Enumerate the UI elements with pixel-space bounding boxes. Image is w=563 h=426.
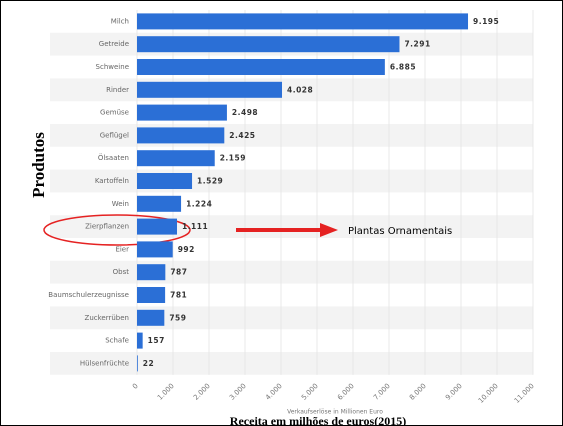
highlight-ellipse	[43, 214, 191, 246]
data-label: 2.425	[229, 131, 255, 140]
bar	[137, 264, 166, 281]
y-tick-label: Geflügel	[100, 131, 129, 139]
y-tick-label: Ölsaaten	[98, 153, 129, 162]
y-tick-label: Wein	[112, 200, 129, 208]
data-label: 4.028	[287, 85, 313, 94]
bar	[137, 309, 165, 326]
y-tick-label: Milch	[111, 17, 129, 25]
bar	[137, 173, 193, 189]
bar	[137, 13, 469, 30]
bar	[137, 81, 283, 98]
data-label: 1.111	[182, 222, 208, 231]
data-label: 2.159	[220, 154, 246, 163]
data-label: 1.224	[186, 199, 212, 208]
y-tick-label: Zuckerrüben	[85, 314, 129, 322]
data-label: 22	[143, 359, 154, 368]
data-label: 787	[170, 268, 187, 277]
y-tick-label: Hülsenfrüchte	[80, 359, 129, 367]
data-label: 1.529	[197, 177, 223, 186]
y-tick-label: Getreide	[99, 40, 129, 48]
row-stripe	[50, 306, 533, 330]
bar	[137, 127, 225, 144]
source-note: Verkaufserlöse in Millionen Euro	[287, 409, 383, 416]
bar	[137, 218, 177, 235]
y-tick-label: Rinder	[106, 86, 129, 94]
y-tick-label: Zierpflanzen	[85, 223, 129, 231]
data-label: 2.498	[232, 108, 258, 117]
y-tick-label: Obst	[113, 268, 130, 276]
data-label: 157	[148, 336, 165, 345]
data-label: 992	[178, 245, 195, 254]
bar	[137, 287, 166, 303]
bar	[137, 355, 138, 372]
data-label: 7.291	[404, 40, 430, 49]
arrow-head	[320, 223, 338, 237]
y-tick-label: Eier	[115, 245, 129, 253]
data-label: 759	[169, 313, 186, 322]
bar	[137, 36, 400, 53]
data-label: 781	[170, 291, 187, 300]
bar	[137, 150, 215, 167]
data-label: 6.885	[390, 63, 416, 72]
annotation: Plantas Ornamentais	[348, 226, 452, 237]
bar	[137, 332, 143, 349]
bar	[137, 104, 227, 121]
y-tick-label: Kartoffeln	[95, 177, 129, 185]
row-stripe	[50, 352, 533, 375]
y-tick-label: Schweine	[96, 63, 129, 71]
y-tick-label: Baumschulerzeugnisse	[48, 291, 129, 299]
y-tick-label: Gemüse	[100, 109, 129, 117]
data-label: 9.195	[473, 17, 499, 26]
y-axis-title: Produtos	[29, 132, 48, 198]
bar	[137, 195, 182, 212]
bar	[137, 241, 173, 258]
y-tick-label: Schafe	[105, 337, 129, 345]
row-stripe	[50, 260, 533, 284]
x-axis-title: Receita em milhões de euros(2015)	[230, 414, 406, 426]
x-tick-label: 0	[131, 382, 140, 391]
bar	[137, 59, 385, 75]
